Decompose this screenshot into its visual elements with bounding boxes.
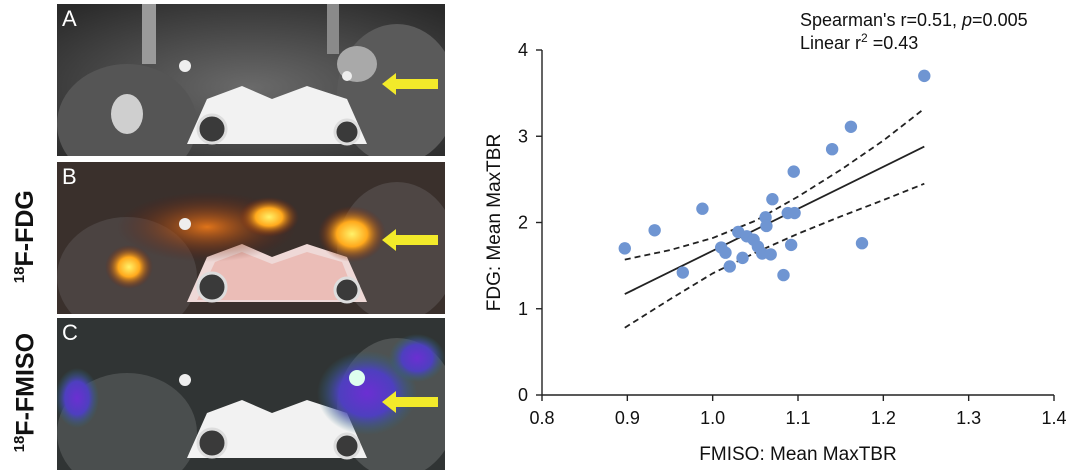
yellow-arrow-icon [382, 73, 438, 95]
ct-scan-image [57, 4, 445, 156]
fdg-row-label: 18F-FDG [4, 162, 48, 312]
linear-r-text: Linear r [800, 33, 861, 53]
fmiso-pet-ct-image [57, 318, 445, 470]
y-tick-label: 3 [518, 126, 528, 146]
regression-line [624, 145, 925, 295]
chart-axes: 0.8 0.9 1.0 1.1 1.2 1.3 1.4 0 1 2 3 4 [518, 40, 1067, 428]
data-point [736, 251, 749, 265]
y-axis-label: FDG: Mean MaxTBR [484, 134, 505, 311]
panel-letter: C [62, 320, 78, 345]
fdg-pet-ct-image [57, 162, 445, 314]
scatter-chart: 0.8 0.9 1.0 1.1 1.2 1.3 1.4 0 1 2 3 4 FDG: Mean Max… [484, 10, 1067, 465]
data-point [719, 246, 732, 259]
panel-b-fdg-image: B [57, 162, 445, 314]
fdg-label-text: F-FDG [11, 190, 40, 267]
fmiso-label-superscript: 18 [11, 436, 29, 453]
fmiso-label-text: F-FMISO [11, 333, 40, 437]
data-point [918, 69, 931, 83]
data-point [676, 266, 689, 279]
spearman-text: Spearman's r=0.51, [800, 10, 962, 30]
x-axis-label: FMISO: Mean MaxTBR [699, 444, 896, 465]
data-points [618, 69, 931, 282]
linear-r2-annotation: Linear r2 =0.43 [800, 31, 918, 53]
yellow-arrow-icon [382, 229, 438, 251]
fmiso-row-label: 18F-FMISO [4, 318, 48, 468]
p-value: =0.005 [972, 10, 1028, 30]
upper-confidence-band [624, 107, 925, 261]
spearman-annotation: Spearman's r=0.51, p=0.005 [800, 10, 1028, 30]
x-tick-label: 1.0 [700, 408, 725, 428]
lower-confidence-band [624, 182, 925, 329]
r2-value: =0.43 [868, 33, 919, 53]
x-tick-label: 1.1 [785, 408, 810, 428]
panel-letter: B [62, 164, 77, 189]
data-point [696, 202, 709, 215]
y-tick-label: 4 [518, 40, 528, 60]
data-point [723, 260, 736, 273]
confidence-bands [624, 107, 925, 329]
data-point [787, 165, 800, 178]
data-point [766, 193, 779, 206]
data-point [825, 142, 839, 156]
x-tick-label: 0.9 [615, 408, 640, 428]
panel-c-fmiso-image: C [57, 318, 445, 470]
p-symbol: p [961, 10, 972, 30]
fdg-label-superscript: 18 [11, 266, 29, 284]
data-point [648, 224, 661, 237]
y-tick-label: 1 [518, 299, 528, 319]
x-tick-label: 1.4 [1041, 408, 1066, 428]
panel-a-ct-image: A [57, 4, 445, 156]
data-point [784, 238, 798, 252]
x-tick-label: 1.2 [871, 408, 896, 428]
data-point [788, 206, 801, 220]
data-point [760, 219, 773, 233]
yellow-arrow-icon [382, 391, 438, 413]
x-tick-label: 0.8 [529, 408, 554, 428]
y-tick-label: 2 [518, 213, 528, 233]
panel-letter: A [62, 6, 77, 31]
data-point [618, 242, 631, 255]
data-point [844, 120, 858, 133]
data-point [764, 248, 777, 261]
x-tick-label: 1.3 [956, 408, 981, 428]
data-point [777, 268, 790, 282]
r2-superscript: 2 [861, 31, 868, 45]
regression-line-group [624, 145, 925, 295]
data-point [855, 237, 869, 250]
y-tick-label: 0 [518, 385, 528, 405]
